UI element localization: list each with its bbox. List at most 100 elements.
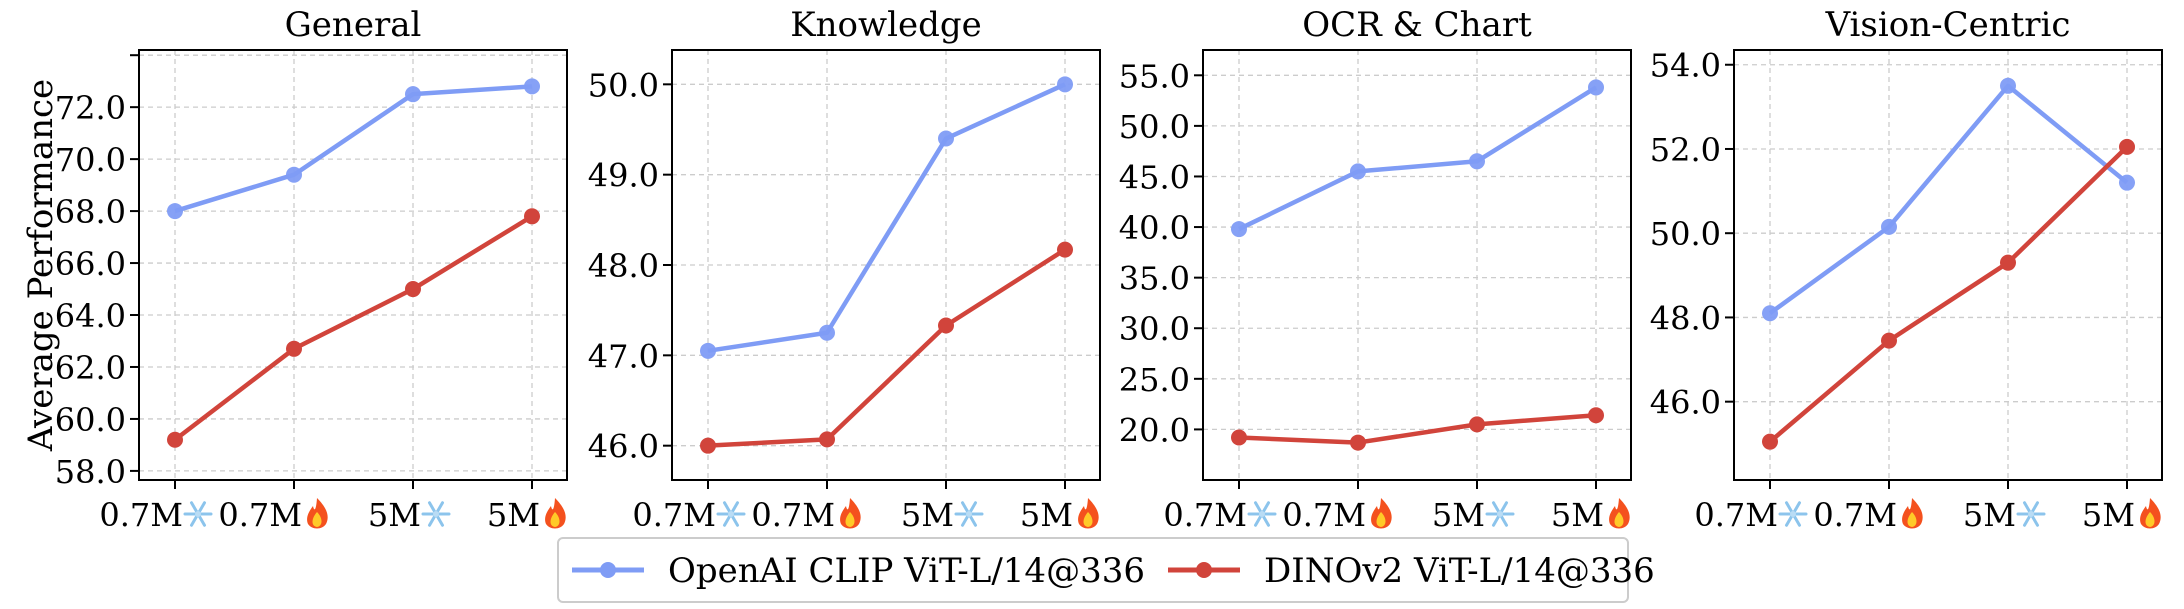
data-point-dino [1469, 416, 1485, 433]
y-tick-label: 46.0 [1650, 384, 1721, 422]
legend-box [557, 537, 1629, 603]
data-point-dino [167, 431, 183, 448]
y-tick-label: 48.0 [1650, 299, 1721, 337]
panel-knowledge: Knowledge 46.0 47.0 48.0 49.0 50.0 0.7M 0.7M 5M 5… [588, 5, 1101, 534]
y-tick-label: 68.0 [55, 193, 126, 231]
fire-inner [1907, 512, 1917, 527]
legend-dino-marker [1196, 562, 1212, 578]
data-point-clip [1588, 79, 1604, 96]
snowflake-icon [1778, 501, 1808, 527]
fire-inner [550, 512, 560, 527]
data-point-dino [2119, 138, 2135, 155]
y-tick-label: 50.0 [1650, 215, 1721, 253]
panel-title: General [285, 5, 422, 45]
snowflake-center [728, 511, 734, 517]
data-point-dino [700, 437, 716, 454]
series-line-clip [174, 84, 533, 214]
data-point-clip [819, 324, 835, 341]
data-point-clip [286, 166, 302, 183]
fire-icon [545, 498, 566, 529]
y-tick-label: 48.0 [588, 247, 659, 285]
panel-title: OCR & Chart [1302, 5, 1532, 45]
y-tick-label: 64.0 [55, 297, 126, 335]
snowflake-center [966, 511, 972, 517]
y-tick-label: 40.0 [1119, 209, 1190, 247]
y-tick-label: 54.0 [1650, 47, 1721, 85]
legend-clip-marker [600, 562, 616, 578]
y-tick-label: 60.0 [55, 401, 126, 439]
x-tick-label: 0.7M [632, 496, 716, 534]
data-point-clip [1881, 218, 1897, 235]
fire-icon [1371, 498, 1392, 529]
data-point-dino [1762, 433, 1778, 450]
y-tick-label: 50.0 [588, 66, 659, 104]
snowflake-center [195, 511, 201, 517]
y-tick-label: 55.0 [1119, 57, 1190, 95]
x-tick-label: 5M [368, 496, 421, 534]
panel-vision-centric: Vision-Centric 46.0 48.0 50.0 52.0 54.0 0.7M 0.… [1650, 5, 2163, 534]
series-line-dino [707, 247, 1067, 448]
x-tick-label: 5M [1432, 496, 1485, 534]
snowflake-icon [716, 501, 746, 527]
data-point-clip [2000, 77, 2016, 94]
snowflake-center [2028, 511, 2034, 517]
data-point-dino [1057, 241, 1073, 258]
fire-icon [2140, 498, 2161, 529]
fire-inner [1376, 512, 1386, 527]
legend-entry-clip: OpenAI CLIP ViT-L/14@336 [668, 551, 1145, 591]
panel-title: Vision-Centric [1825, 5, 2071, 45]
fire-inner [2145, 512, 2155, 527]
data-point-clip [2119, 174, 2135, 191]
series-line-clip [1768, 83, 2129, 316]
panel-ocr-chart: OCR & Chart 20.0 25.0 30.0 35.0 40.0 45.0 50.0 5… [1119, 5, 1632, 534]
y-axis-label: Average Performance [21, 79, 61, 452]
y-tick-label: 62.0 [55, 349, 126, 387]
series-line-clip [1238, 85, 1598, 232]
data-point-dino [1231, 429, 1247, 446]
data-point-clip [1350, 163, 1366, 180]
snowflake-icon [954, 501, 984, 527]
data-point-dino [405, 281, 421, 298]
data-point-dino [2000, 254, 2016, 271]
plot-frame [1733, 49, 2163, 481]
y-tick-label: 35.0 [1119, 260, 1190, 298]
snowflake-icon [421, 501, 451, 527]
snowflake-center [1790, 511, 1796, 517]
data-point-clip [938, 130, 954, 147]
data-point-clip [1762, 305, 1778, 322]
x-tick-label: 0.7M [1813, 496, 1897, 534]
x-tick-label: 5M [1963, 496, 2016, 534]
data-point-dino [524, 208, 540, 225]
series-line-clip [707, 82, 1066, 354]
x-tick-label: 0.7M [218, 496, 302, 534]
panel-title: Knowledge [790, 5, 982, 45]
data-point-clip [167, 203, 183, 220]
data-point-dino [1350, 434, 1366, 451]
snowflake-center [1259, 511, 1265, 517]
fire-inner [1614, 512, 1624, 527]
legend: OpenAI CLIP ViT-L/14@336 DINOv2 ViT-L/14… [557, 537, 1655, 603]
y-tick-label: 52.0 [1650, 131, 1721, 169]
fire-icon [840, 498, 861, 529]
x-tick-label: 5M [2082, 496, 2135, 534]
legend-entry-dino: DINOv2 ViT-L/14@336 [1264, 551, 1655, 591]
snowflake-icon [2016, 501, 2046, 527]
data-point-dino [286, 340, 302, 357]
fire-icon [1078, 498, 1099, 529]
series-line-dino [1238, 413, 1597, 445]
snowflake-icon [1247, 501, 1277, 527]
data-point-clip [405, 86, 421, 103]
x-tick-label: 0.7M [1282, 496, 1366, 534]
data-point-dino [938, 317, 954, 334]
data-point-dino [819, 431, 835, 448]
snowflake-center [433, 511, 439, 517]
y-tick-label: 50.0 [1119, 108, 1190, 146]
y-tick-label: 46.0 [588, 428, 659, 466]
data-point-dino [1588, 407, 1604, 424]
x-tick-label: 0.7M [1163, 496, 1247, 534]
data-point-clip [524, 78, 540, 95]
y-tick-label: 70.0 [55, 141, 126, 179]
fire-icon [307, 498, 328, 529]
plot-frame [1202, 49, 1632, 481]
y-tick-label: 49.0 [588, 157, 659, 195]
